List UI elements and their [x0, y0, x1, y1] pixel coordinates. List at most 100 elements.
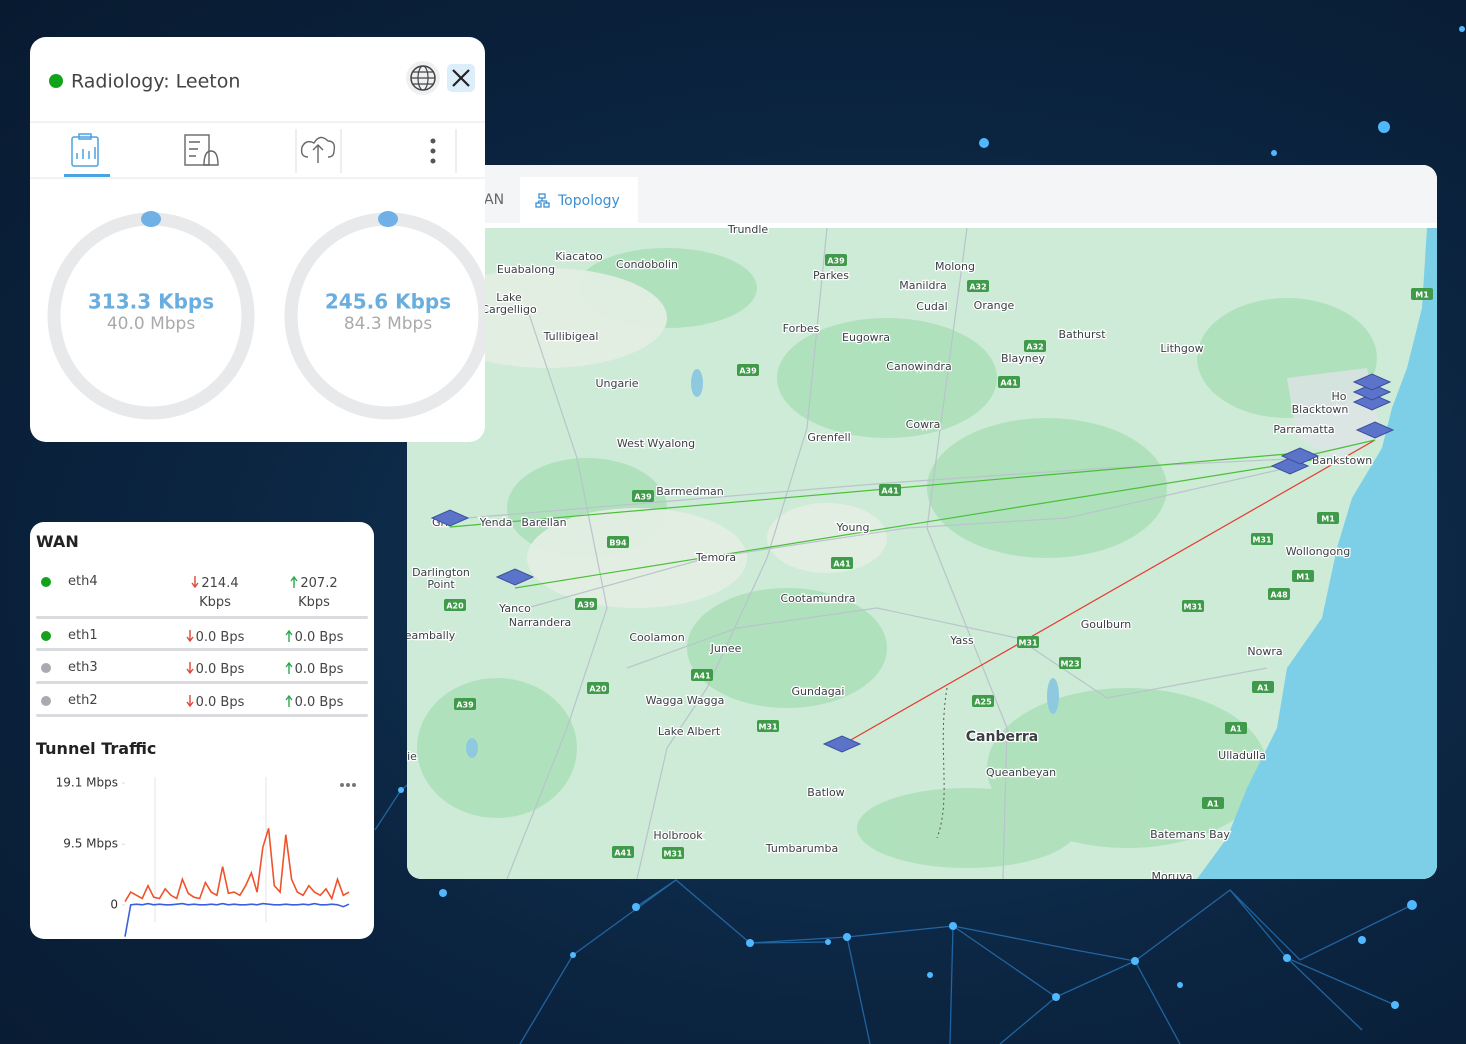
- road-label: A39: [827, 257, 845, 266]
- upload-value: 0.0 Bps: [294, 695, 344, 710]
- road-label: B94: [609, 539, 627, 548]
- gauge-value: 313.3 Kbps: [88, 290, 214, 314]
- close-button[interactable]: [447, 64, 475, 92]
- tab-icon[interactable]: [184, 134, 219, 166]
- down-arrow: [186, 695, 194, 708]
- active-tab: [520, 177, 638, 223]
- up-arrow: [285, 661, 293, 674]
- place-label: eambally: [407, 629, 456, 642]
- road-shield-bg: [575, 598, 597, 610]
- tab[interactable]: Topology: [557, 193, 620, 209]
- place-label: Young: [836, 521, 870, 534]
- road-shield-bg: [587, 682, 609, 694]
- place-label: Blacktown: [1292, 403, 1349, 416]
- y-tick-label: 19.1 Mbps: [56, 776, 118, 790]
- status-dot: [41, 631, 51, 641]
- tab[interactable]: AN: [484, 192, 504, 208]
- road-label: A48: [1270, 591, 1288, 600]
- download-rate: 214.4 Kbps: [184, 574, 246, 612]
- topology-icon: [535, 193, 550, 208]
- place-label: Narrandera: [509, 616, 572, 629]
- road-label: A20: [446, 602, 464, 611]
- place-label: Parramatta: [1273, 423, 1334, 436]
- road-shield-bg: [662, 847, 684, 859]
- road-label: M1: [1296, 573, 1310, 582]
- road-label: A32: [1026, 343, 1043, 352]
- road-shield-bg: [757, 720, 779, 732]
- place-label: Cowra: [906, 418, 941, 431]
- place-label: Holbrook: [653, 829, 703, 842]
- place-label: Yanco: [498, 602, 531, 615]
- link: [514, 459, 1313, 589]
- road-shield: M31: [757, 720, 779, 732]
- road-label: A20: [589, 685, 607, 694]
- road-shield: A39: [575, 598, 597, 610]
- place-label: Junee: [710, 642, 742, 655]
- place-label: Condobolin: [616, 258, 678, 271]
- road-shield: A39: [632, 490, 654, 502]
- map-panel: AN Topology Trundle Kiacatoo Condobolin Eua…: [407, 165, 1437, 879]
- road-label: M31: [758, 723, 778, 732]
- place-label: Forbes: [783, 322, 820, 335]
- y-tick-label: 9.5 Mbps: [63, 837, 118, 851]
- place-label: Yass: [949, 634, 974, 647]
- place-label: Cargelligo: [481, 303, 537, 316]
- chart-menu[interactable]: [340, 783, 356, 787]
- wan-panel: WAN Tunnel Traffic 19.1 Mbps 9.5 Mbps 0 et…: [30, 522, 374, 939]
- site-panel: Radiology: Leeton 313.3 Kbps 40.0 Mbps 245…: [30, 37, 485, 442]
- road-label: A41: [881, 487, 899, 496]
- row-separator: [36, 681, 368, 684]
- road-label: A39: [577, 601, 595, 610]
- place-label: Parkes: [813, 269, 849, 282]
- tab-icon[interactable]: [71, 133, 99, 167]
- place-label: Lake: [496, 291, 522, 304]
- site-title: Radiology: Leeton: [71, 71, 240, 93]
- road-shield-bg: [1252, 681, 1274, 693]
- road-label: A39: [456, 701, 474, 710]
- road-label: A25: [974, 698, 992, 707]
- place-label: Point: [427, 578, 455, 591]
- road-label: M23: [1060, 660, 1079, 669]
- road-shield-bg: [825, 254, 847, 266]
- place-label: Darlington: [412, 566, 470, 579]
- road-shield: A39: [825, 254, 847, 266]
- place-label: Kiacatoo: [555, 250, 603, 263]
- more-menu[interactable]: [430, 138, 436, 164]
- place-label: ie: [407, 750, 417, 763]
- road-shield-bg: [612, 846, 634, 858]
- gauge-handle: [378, 211, 398, 227]
- up-arrow: [285, 694, 293, 707]
- tab-icon[interactable]: [300, 136, 336, 163]
- place-label: Tullibigeal: [543, 330, 599, 343]
- interface-name: eth4: [68, 574, 98, 589]
- gauge-max: 40.0 Mbps: [107, 314, 196, 334]
- place-label: Eugowra: [842, 331, 890, 344]
- road-shield: A1: [1202, 797, 1224, 809]
- row-separator: [36, 648, 368, 651]
- status-dot: [41, 577, 51, 587]
- road-shield: A41: [612, 846, 634, 858]
- road-label: A32: [969, 283, 986, 292]
- road-shield: M31: [1182, 600, 1204, 612]
- place-label: West Wyalong: [617, 437, 695, 450]
- road-shield: M31: [1251, 533, 1273, 545]
- road-shield: M1: [1317, 512, 1339, 524]
- interface-name: eth3: [68, 660, 98, 675]
- map-canvas: [407, 227, 1437, 879]
- road-shield: A41: [831, 557, 853, 569]
- road-shield: M23: [1059, 657, 1081, 669]
- road-shield-bg: [1059, 657, 1081, 669]
- road-shield: M1: [1411, 288, 1433, 300]
- down-arrow: [186, 630, 194, 643]
- road-shield-bg: [737, 364, 759, 376]
- road-label: M1: [1415, 291, 1429, 300]
- road-shield: A41: [691, 669, 713, 681]
- gauge-max: 84.3 Mbps: [344, 314, 433, 334]
- globe-button[interactable]: [406, 61, 440, 95]
- place-label: Tumbarumba: [765, 842, 838, 855]
- road-shield: A25: [972, 695, 994, 707]
- upload-rate: 207.2 Kbps: [283, 574, 345, 612]
- road-label: M31: [663, 850, 683, 859]
- road-shield: A41: [879, 484, 901, 496]
- download-rate: 0.0 Bps: [184, 628, 246, 647]
